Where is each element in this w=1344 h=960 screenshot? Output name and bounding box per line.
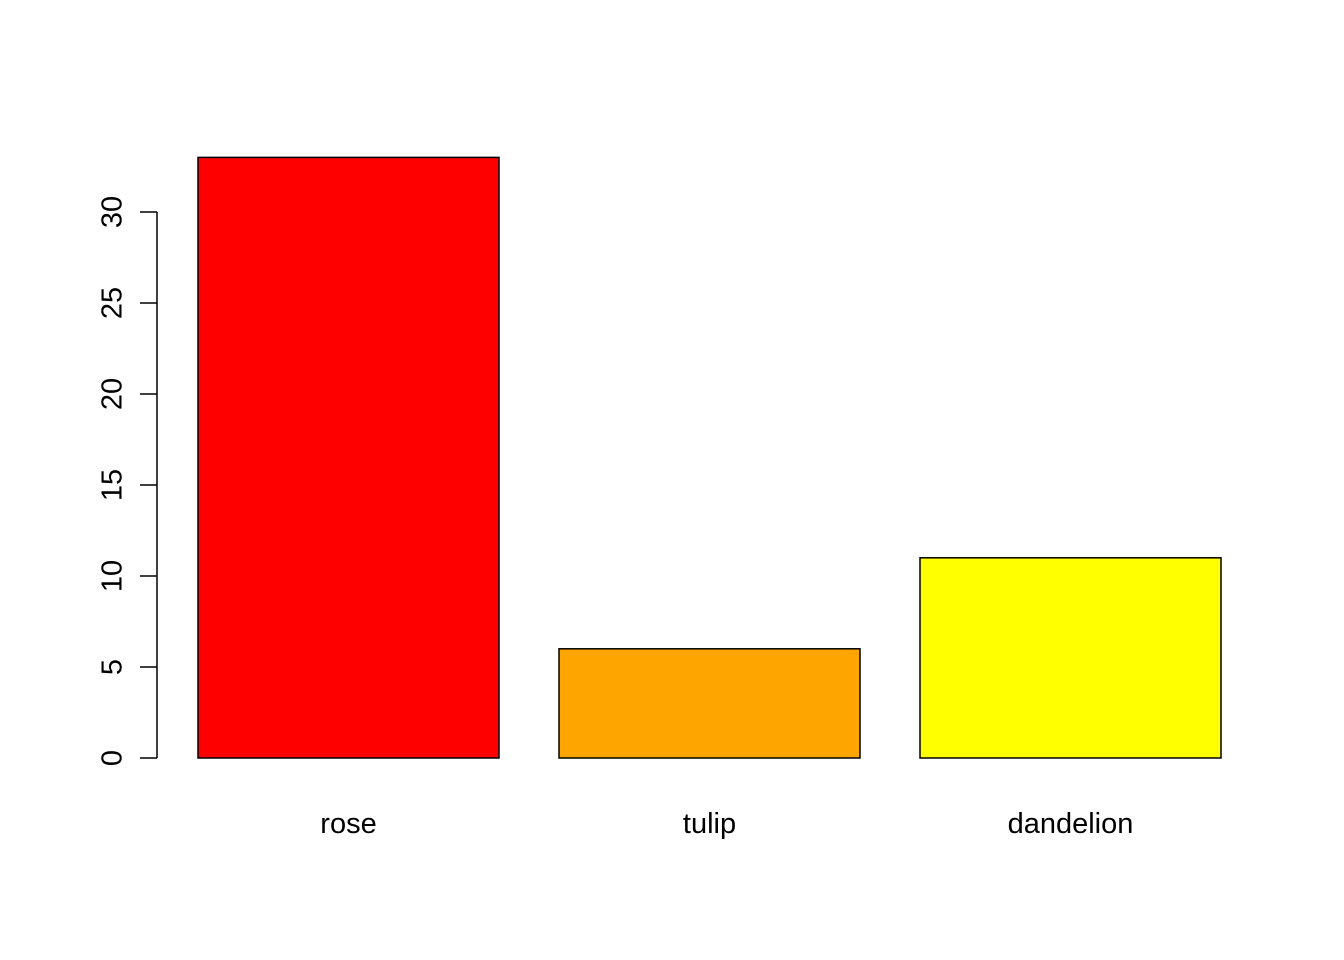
x-category-label: tulip xyxy=(683,808,736,840)
y-tick-label: 25 xyxy=(97,287,129,319)
bar-rose xyxy=(197,156,500,759)
y-tick-label: 10 xyxy=(97,560,129,592)
y-tick-label: 15 xyxy=(97,469,129,501)
y-tick-label: 5 xyxy=(97,659,129,675)
bars xyxy=(197,156,1222,759)
bar-dandelion xyxy=(919,557,1222,759)
bar-tulip xyxy=(558,648,861,759)
y-tick-label: 30 xyxy=(97,196,129,228)
y-tick-label: 20 xyxy=(97,378,129,410)
x-category-label: dandelion xyxy=(1008,808,1134,840)
x-category-label: rose xyxy=(320,808,376,840)
x-axis-labels: rose tulip dandelion xyxy=(320,808,1133,840)
y-axis: 0 5 10 15 20 25 30 xyxy=(97,196,158,766)
y-tick-label: 0 xyxy=(97,750,129,766)
